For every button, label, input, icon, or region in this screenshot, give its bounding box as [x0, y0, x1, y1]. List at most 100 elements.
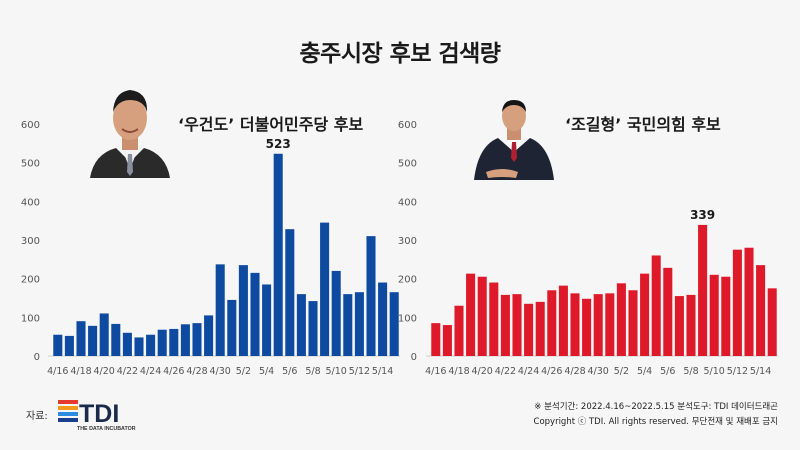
footer-note: ※ 분석기간: 2022.4.16~2022.5.15 분석도구: TDI 데이… [534, 400, 778, 430]
bar [628, 290, 638, 356]
candidate-photo-left [86, 74, 174, 178]
x-tick-label: 5/4 [259, 366, 274, 377]
bar [146, 334, 156, 356]
logo-subtext: THE DATA INCUBATOR [77, 426, 136, 432]
bar [389, 292, 399, 356]
x-tick-label: 4/16 [425, 366, 446, 377]
bar [442, 325, 452, 356]
candidate-photo-right [472, 92, 556, 180]
bar [767, 288, 777, 356]
bar [535, 301, 545, 356]
y-tick-label: 200 [398, 275, 417, 286]
y-tick-label: 400 [21, 197, 40, 208]
y-tick-label: 300 [398, 236, 417, 247]
y-tick-label: 0 [34, 352, 40, 363]
bar [524, 303, 534, 356]
bar [366, 236, 376, 356]
x-tick-label: 5/2 [614, 366, 629, 377]
bar [686, 294, 696, 356]
bar [500, 294, 510, 356]
copyright: Copyright ⓒ TDI. All rights reserved. 무단… [533, 417, 778, 427]
x-tick-label: 4/24 [518, 366, 539, 377]
bar [605, 293, 615, 356]
bar [593, 294, 603, 356]
bar [308, 301, 318, 356]
bar [343, 294, 353, 356]
bar [616, 283, 626, 356]
bar [454, 305, 464, 356]
bar [570, 293, 580, 356]
bar [88, 325, 98, 356]
x-tick-label: 5/6 [660, 366, 675, 377]
x-tick-label: 4/28 [186, 366, 207, 377]
bar [354, 292, 364, 356]
logo-text: TDI [79, 400, 119, 428]
bar [134, 337, 144, 356]
x-tick-label: 5/8 [683, 366, 698, 377]
x-tick-label: 5/4 [637, 366, 652, 377]
bar [111, 323, 121, 356]
x-tick-label: 4/18 [448, 366, 469, 377]
bar [180, 324, 190, 356]
peak-data-label: 523 [266, 137, 291, 151]
bar [698, 224, 708, 356]
y-tick-label: 600 [21, 120, 40, 131]
bar [76, 321, 86, 356]
x-tick-label: 5/8 [305, 366, 320, 377]
series-title-left: ‘우건도’ 더불어민주당 후보 [178, 115, 363, 134]
bar [756, 265, 766, 356]
bar [64, 335, 74, 356]
bar [547, 290, 557, 356]
y-tick-label: 200 [21, 275, 40, 286]
bar [582, 298, 592, 356]
y-tick-label: 300 [21, 236, 40, 247]
bar [192, 323, 202, 356]
x-tick-label: 4/26 [163, 366, 184, 377]
bar [512, 294, 522, 356]
x-tick-label: 5/10 [704, 366, 725, 377]
bar [227, 299, 237, 356]
bar [320, 222, 330, 356]
bar [640, 273, 650, 356]
bar [558, 285, 568, 356]
x-tick-label: 4/26 [541, 366, 562, 377]
bar [250, 272, 260, 356]
source-label: 자료: [26, 411, 48, 422]
x-tick-label: 5/6 [282, 366, 297, 377]
bar [721, 276, 731, 356]
bar [466, 273, 476, 356]
bar [99, 313, 109, 356]
x-tick-label: 5/14 [372, 366, 393, 377]
y-tick-label: 500 [398, 159, 417, 170]
x-tick-label: 5/14 [750, 366, 771, 377]
bar [296, 294, 306, 356]
y-tick-label: 100 [21, 313, 40, 324]
peak-data-label: 339 [690, 208, 715, 222]
bar [732, 249, 742, 356]
x-tick-label: 4/16 [47, 366, 68, 377]
bar [215, 264, 225, 356]
y-tick-label: 0 [411, 352, 417, 363]
bar [709, 274, 719, 356]
bar [157, 329, 167, 356]
y-tick-label: 400 [398, 197, 417, 208]
bar [489, 282, 499, 356]
bar [204, 315, 214, 356]
bar [477, 276, 487, 356]
y-tick-label: 500 [21, 159, 40, 170]
y-tick-label: 100 [398, 313, 417, 324]
x-tick-label: 4/30 [210, 366, 231, 377]
x-tick-label: 5/12 [349, 366, 370, 377]
bar [378, 282, 388, 356]
x-tick-label: 4/20 [472, 366, 493, 377]
x-tick-label: 4/24 [140, 366, 161, 377]
x-tick-label: 4/20 [94, 366, 115, 377]
bar [122, 332, 132, 356]
bar [674, 296, 684, 356]
series-title-right: ‘조길형’ 국민의힘 후보 [565, 115, 721, 134]
bar [651, 255, 661, 356]
bar [331, 270, 341, 356]
